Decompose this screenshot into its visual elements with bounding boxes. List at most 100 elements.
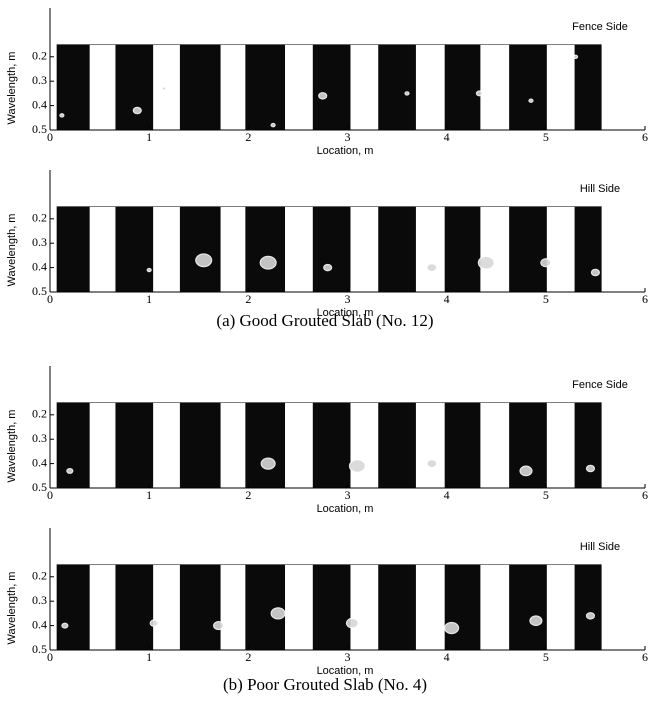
scan-segment bbox=[115, 403, 153, 488]
scan-segment bbox=[378, 403, 416, 488]
x-tick-label: 5 bbox=[543, 292, 549, 306]
scan-segment bbox=[313, 565, 351, 650]
y-tick-label: 0.4 bbox=[32, 617, 47, 631]
scan-segment bbox=[313, 207, 351, 292]
y-tick-label: 0.5 bbox=[32, 122, 47, 136]
scan-segment bbox=[445, 565, 481, 650]
x-axis-label: Location, m bbox=[317, 665, 374, 677]
y-tick-label: 0.3 bbox=[32, 431, 47, 445]
scan-segment bbox=[509, 207, 547, 292]
scan-segment bbox=[245, 403, 285, 488]
anomaly-spot bbox=[147, 268, 151, 271]
anomaly-spot bbox=[260, 256, 276, 269]
anomaly-spot bbox=[405, 92, 409, 95]
anomaly-spot bbox=[271, 124, 275, 127]
anomaly-spot bbox=[586, 465, 594, 471]
scan-segment bbox=[57, 207, 90, 292]
anomaly-spot bbox=[476, 91, 482, 96]
anomaly-spot bbox=[60, 114, 64, 117]
anomaly-spot bbox=[62, 623, 68, 628]
anomaly-spot bbox=[150, 620, 158, 626]
scan-segment bbox=[445, 207, 481, 292]
anomaly-spot bbox=[67, 469, 73, 474]
anomaly-spot bbox=[133, 107, 141, 113]
anomaly-spot bbox=[520, 466, 532, 476]
scan-segment bbox=[445, 403, 481, 488]
y-axis-label: Wavelength, m bbox=[6, 52, 18, 125]
scan-segment bbox=[509, 45, 547, 130]
y-tick-label: 0.2 bbox=[32, 211, 47, 225]
anomaly-spot bbox=[196, 254, 212, 267]
caption: (b) Poor Grouted Slab (No. 4) bbox=[223, 675, 427, 694]
y-tick-label: 0.2 bbox=[32, 407, 47, 421]
anomaly-spot bbox=[427, 460, 437, 468]
y-axis-label: Wavelength, m bbox=[6, 410, 18, 483]
y-tick-label: 0.5 bbox=[32, 642, 47, 656]
x-tick-label: 3 bbox=[345, 650, 351, 664]
anomaly-spot bbox=[586, 613, 594, 619]
scan-segment bbox=[180, 207, 221, 292]
x-tick-label: 4 bbox=[444, 292, 450, 306]
y-tick-label: 0.3 bbox=[32, 73, 47, 87]
x-axis-label: Location, m bbox=[317, 503, 374, 515]
panel-title: Fence Side bbox=[572, 21, 628, 33]
scan-segment bbox=[378, 45, 416, 130]
anomaly-spot bbox=[214, 622, 224, 630]
scan-segment bbox=[57, 565, 90, 650]
scan-segment bbox=[575, 565, 602, 650]
x-tick-label: 2 bbox=[245, 650, 251, 664]
x-tick-label: 2 bbox=[245, 488, 251, 502]
x-tick-label: 0 bbox=[47, 292, 53, 306]
y-tick-label: 0.4 bbox=[32, 455, 47, 469]
anomaly-spot bbox=[427, 264, 437, 272]
anomaly-spot bbox=[271, 608, 285, 619]
anomaly-spot bbox=[162, 87, 166, 90]
x-tick-label: 6 bbox=[642, 650, 648, 664]
anomaly-spot bbox=[324, 264, 332, 270]
anomaly-spot bbox=[529, 99, 533, 102]
scan-segment bbox=[378, 565, 416, 650]
scan-segment bbox=[313, 45, 351, 130]
scan-segment bbox=[180, 403, 221, 488]
y-tick-label: 0.3 bbox=[32, 235, 47, 249]
x-tick-label: 5 bbox=[543, 650, 549, 664]
x-tick-label: 1 bbox=[146, 650, 152, 664]
scan-segment bbox=[180, 45, 221, 130]
y-tick-label: 0.2 bbox=[32, 49, 47, 63]
x-tick-label: 6 bbox=[642, 488, 648, 502]
panel-title: Hill Side bbox=[580, 183, 620, 195]
x-tick-label: 6 bbox=[642, 130, 648, 144]
anomaly-spot bbox=[541, 259, 551, 267]
x-tick-label: 6 bbox=[642, 292, 648, 306]
x-tick-label: 2 bbox=[245, 130, 251, 144]
y-tick-label: 0.2 bbox=[32, 569, 47, 583]
figure: (a) Good Grouted Slab (No. 12) (b) Poor … bbox=[0, 0, 649, 703]
y-axis-label: Wavelength, m bbox=[6, 214, 18, 287]
x-tick-label: 3 bbox=[345, 488, 351, 502]
anomaly-spot bbox=[349, 460, 365, 473]
x-tick-label: 5 bbox=[543, 488, 549, 502]
x-tick-label: 2 bbox=[245, 292, 251, 306]
scan-segment bbox=[245, 45, 285, 130]
anomaly-spot bbox=[445, 622, 459, 633]
y-axis-label: Wavelength, m bbox=[6, 572, 18, 645]
anomaly-spot bbox=[261, 458, 275, 469]
x-tick-label: 4 bbox=[444, 488, 450, 502]
y-tick-label: 0.4 bbox=[32, 259, 47, 273]
y-tick-label: 0.5 bbox=[32, 284, 47, 298]
scan-segment bbox=[313, 403, 351, 488]
anomaly-spot bbox=[347, 618, 359, 628]
y-tick-label: 0.3 bbox=[32, 593, 47, 607]
scan-segment bbox=[575, 45, 602, 130]
scan-segment bbox=[378, 207, 416, 292]
scan-segment bbox=[575, 403, 602, 488]
x-tick-label: 4 bbox=[444, 130, 450, 144]
scan-segment bbox=[115, 207, 153, 292]
panel-title: Fence Side bbox=[572, 379, 628, 391]
y-tick-label: 0.5 bbox=[32, 480, 47, 494]
anomaly-spot bbox=[478, 256, 494, 269]
anomaly-spot bbox=[530, 616, 542, 626]
x-tick-label: 3 bbox=[345, 292, 351, 306]
x-tick-label: 0 bbox=[47, 650, 53, 664]
x-tick-label: 0 bbox=[47, 488, 53, 502]
